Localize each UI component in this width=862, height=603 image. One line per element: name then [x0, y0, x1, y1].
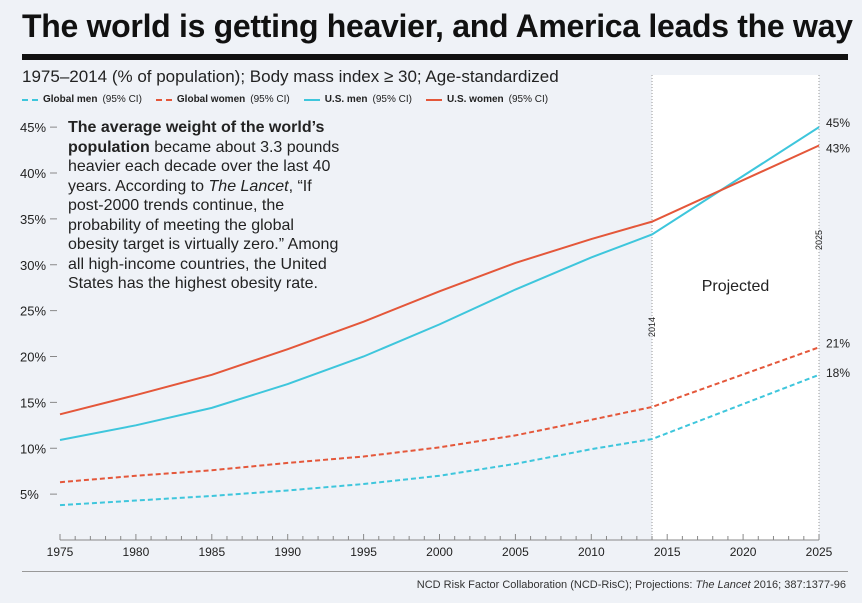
legend-swatch: [22, 98, 38, 101]
y-tick-label: 35%: [20, 212, 46, 227]
end-value-label: 45%: [826, 116, 850, 130]
note-bold: The average weight of the world’s popula…: [68, 119, 325, 156]
x-tick-label: 1975: [47, 545, 74, 559]
end-value-label: 21%: [826, 336, 850, 350]
series-line-u-s-men: [59, 126, 820, 441]
title-rule: [22, 54, 848, 60]
x-tick-label: 2005: [502, 545, 529, 559]
legend-ci: (95% CI): [102, 94, 142, 105]
legend-item: U.S. women (95% CI): [425, 94, 549, 105]
end-value-label: 43%: [826, 141, 850, 155]
annotation-note: The average weight of the world’s popula…: [68, 118, 348, 294]
y-tick-label: 40%: [20, 166, 46, 181]
source-note: NCD Risk Factor Collaboration (NCD-RisC)…: [417, 579, 846, 591]
x-tick-label: 2010: [578, 545, 605, 559]
note-italic: The Lancet: [208, 177, 289, 195]
y-tick-label: 5%: [20, 487, 39, 502]
legend-swatch: [303, 98, 320, 101]
footer-rule: [22, 571, 848, 572]
legend-item: U.S. men (95% CI): [303, 94, 412, 105]
series-line-global-men: [59, 373, 820, 507]
chart-title: The world is getting heavier, and Americ…: [22, 8, 853, 44]
legend-swatch: [155, 98, 172, 101]
y-tick-label: 25%: [20, 304, 46, 319]
end-value-label: 18%: [826, 366, 850, 380]
legend-ci: (95% CI): [508, 94, 549, 105]
x-tick-label: 2000: [426, 545, 453, 559]
legend-item: Global men (95% CI): [22, 94, 142, 105]
projection-area: [652, 75, 819, 540]
legend-ci: (95% CI): [250, 94, 290, 105]
x-tick-label: 2025: [806, 545, 833, 559]
series-line-global-women: [59, 346, 820, 484]
note-text: became about 3.3 pounds heavier each dec…: [68, 138, 340, 195]
x-tick-label: 2015: [654, 545, 681, 559]
x-tick-label: 1990: [274, 545, 301, 559]
y-tick-label: 30%: [20, 258, 46, 273]
note-text-2: , “If post-2000 trends continue, the pro…: [68, 177, 339, 293]
legend-label: U.S. women: [446, 94, 504, 105]
legend-item: Global women (95% CI): [155, 94, 290, 105]
x-tick-label: 1995: [350, 545, 377, 559]
y-tick-label: 10%: [20, 441, 46, 456]
y-tick-label: 15%: [20, 395, 46, 410]
y-tick-label: 20%: [20, 350, 46, 365]
chart-subtitle: 1975–2014 (% of population); Body mass i…: [22, 67, 559, 86]
x-tick-label: 1980: [123, 545, 150, 559]
x-tick-label: 1985: [198, 545, 225, 559]
projection-label: Projected: [702, 278, 770, 295]
projection-start-label: 2014: [647, 317, 657, 337]
legend-label: Global women: [176, 94, 246, 105]
legend-label: Global men: [43, 94, 98, 105]
x-tick-label: 2020: [730, 545, 757, 559]
legend-swatch: [425, 98, 442, 101]
source-text-2: 2016; 387:1377-96: [750, 579, 846, 591]
source-italic: The Lancet: [695, 579, 751, 591]
source-text: NCD Risk Factor Collaboration (NCD-RisC)…: [416, 579, 696, 591]
legend: Global men (95% CI) Global women (95% CI) U.…: [22, 94, 548, 105]
legend-label: U.S. men: [324, 94, 368, 105]
projection-end-label: 2025: [814, 230, 824, 250]
legend-ci: (95% CI): [372, 94, 412, 105]
series-line-u-s-women: [59, 144, 820, 416]
y-tick-label: 45%: [20, 120, 46, 135]
